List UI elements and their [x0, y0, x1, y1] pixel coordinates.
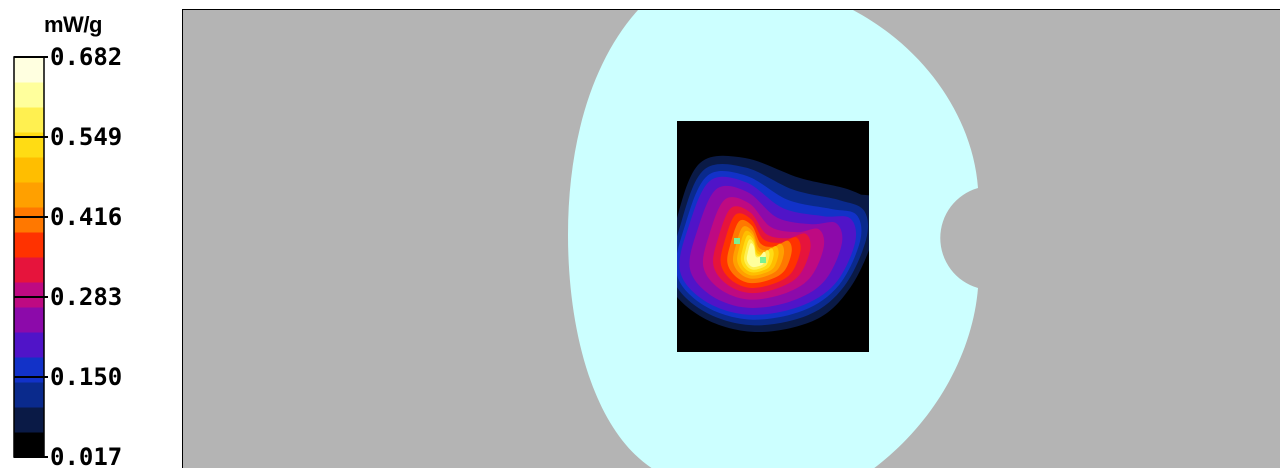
colorbar-segment	[14, 332, 44, 358]
colorbar-segment	[14, 257, 44, 283]
colorbar-segment	[14, 82, 44, 108]
colorbar-tick-label: 0.150	[50, 363, 122, 391]
colorbar-tick-label: 0.283	[50, 283, 122, 311]
colorbar-segment	[14, 307, 44, 333]
colorbar-tick-label: 0.682	[50, 43, 122, 71]
plot-panel	[182, 9, 1280, 468]
colorbar-segment	[14, 57, 44, 83]
colorbar-tick-label: 0.416	[50, 203, 122, 231]
peak-marker	[734, 238, 740, 244]
peak-marker	[760, 257, 766, 263]
colorbar-segment	[14, 107, 44, 133]
colorbar: 0.682 0.549 0.416 0.283 0.150 0.017	[13, 43, 122, 468]
field-plot	[183, 10, 1280, 468]
colorbar-segment	[14, 282, 44, 308]
colorbar-segment	[14, 357, 44, 383]
colorbar-tick-label: 0.549	[50, 123, 122, 151]
colorbar-segment	[14, 407, 44, 433]
colorbar-segment	[14, 157, 44, 183]
colorbar-segment	[14, 382, 44, 408]
colorbar-segment	[14, 432, 44, 458]
colorbar-segment	[14, 132, 44, 158]
colorbar-unit-label: mW/g	[44, 12, 102, 37]
colorbar-segment	[14, 182, 44, 208]
colorbar-segment	[14, 207, 44, 233]
field-contours	[677, 155, 869, 333]
colorbar-segment	[14, 232, 44, 258]
colorbar-tick-label: 0.017	[50, 443, 122, 468]
